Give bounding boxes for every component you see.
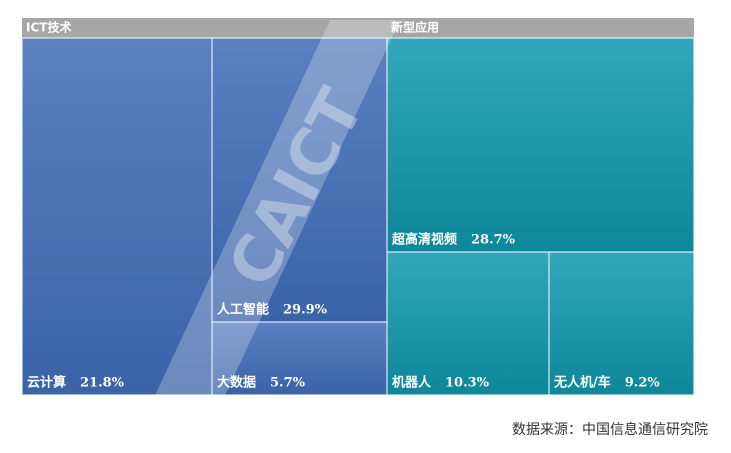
tile bbox=[211, 37, 388, 323]
tile bbox=[386, 251, 550, 396]
group-label: 新型应用 bbox=[391, 20, 439, 35]
watermark-band bbox=[130, 20, 400, 449]
tile bbox=[386, 37, 695, 253]
tile-label: 人工智能 bbox=[217, 302, 269, 318]
tile-label: 机器人 bbox=[392, 375, 432, 391]
value-label: 5.7% bbox=[270, 376, 306, 391]
tile-label: 云计算 bbox=[27, 375, 66, 391]
value-label: 21.8% bbox=[80, 376, 125, 391]
source-note: 数据来源：中国信息通信研究院 bbox=[512, 421, 708, 438]
tile bbox=[548, 251, 695, 396]
tile bbox=[211, 321, 388, 396]
tile-label: 大数据 bbox=[217, 375, 256, 391]
group-label: ICT技术 bbox=[26, 20, 71, 35]
value-label: 10.3% bbox=[445, 376, 490, 391]
value-label: 29.9% bbox=[283, 303, 328, 318]
header-bar bbox=[22, 18, 694, 38]
tile-label: 无人机/车 bbox=[553, 375, 611, 391]
tile-label: 超高清视频 bbox=[392, 232, 457, 248]
value-label: 9.2% bbox=[625, 376, 661, 391]
value-label: 28.7% bbox=[471, 233, 516, 248]
